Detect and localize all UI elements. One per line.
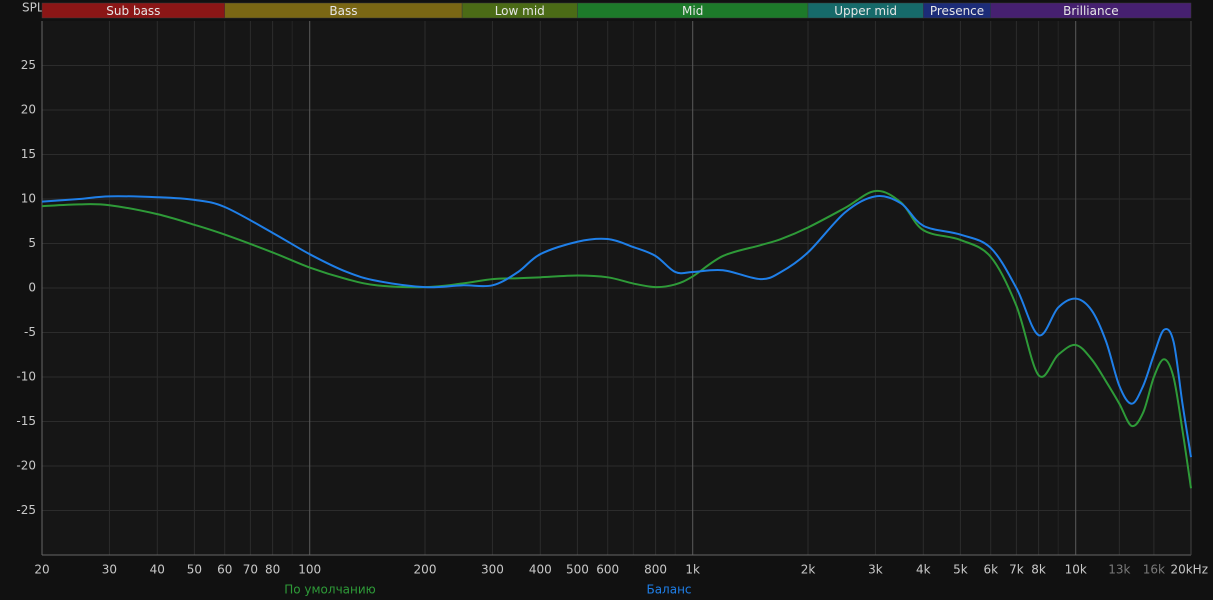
x-tick-label: 80 [265, 563, 280, 577]
x-tick-label: 1k [685, 563, 700, 577]
x-tick-label: 6k [983, 563, 998, 577]
x-tick-label: 800 [644, 563, 667, 577]
x-tick-label: 50 [187, 563, 202, 577]
x-tick-label: 10k [1065, 563, 1087, 577]
x-tick-label: 200 [414, 563, 437, 577]
x-tick-label: 3k [868, 563, 883, 577]
x-tick-label: 100 [298, 563, 321, 577]
band-label: Mid [682, 4, 703, 18]
y-tick-label: 25 [21, 58, 36, 72]
series-line [41, 195, 1192, 458]
x-tick-label: 2k [801, 563, 816, 577]
x-tick-label: 70 [243, 563, 258, 577]
y-tick-label: -10 [16, 370, 36, 384]
y-tick-label: 5 [28, 236, 36, 250]
band [990, 2, 1192, 19]
x-tick-label: 20 [34, 563, 49, 577]
series-line [41, 189, 1192, 489]
x-tick-label: 5k [953, 563, 968, 577]
x-tick-label: 30 [102, 563, 117, 577]
legend-entry: По умолчанию [284, 583, 376, 597]
x-tick-label: 7k [1009, 563, 1024, 577]
x-tick-label: 500 [566, 563, 589, 577]
y-tick-label: -5 [24, 325, 36, 339]
legend-entry: Баланс [646, 583, 691, 597]
x-tick-label: 16k [1143, 563, 1165, 577]
x-tick-label: 600 [596, 563, 619, 577]
y-tick-label: 0 [28, 281, 36, 295]
band-label: Upper mid [834, 4, 897, 18]
y-tick-label: -25 [16, 503, 36, 517]
x-tick-label: 4k [916, 563, 931, 577]
y-tick-label: 20 [21, 103, 36, 117]
x-tick-label: 8k [1031, 563, 1046, 577]
band-label: Low mid [495, 4, 545, 18]
y-axis-label: SPL [22, 1, 44, 15]
x-tick-label: 13k [1108, 563, 1130, 577]
y-tick-label: -20 [16, 459, 36, 473]
y-tick-label: 10 [21, 192, 36, 206]
x-tick-label: 60 [217, 563, 232, 577]
y-tick-label: -15 [16, 414, 36, 428]
x-tick-label: 40 [150, 563, 165, 577]
band-label: Brilliance [1063, 4, 1118, 18]
band-label: Bass [329, 4, 357, 18]
y-tick-label: 15 [21, 147, 36, 161]
band-label: Sub bass [106, 4, 160, 18]
x-tick-label: 400 [529, 563, 552, 577]
band-label: Presence [930, 4, 984, 18]
x-tick-label: 20kHz [1170, 563, 1208, 577]
x-tick-label: 300 [481, 563, 504, 577]
